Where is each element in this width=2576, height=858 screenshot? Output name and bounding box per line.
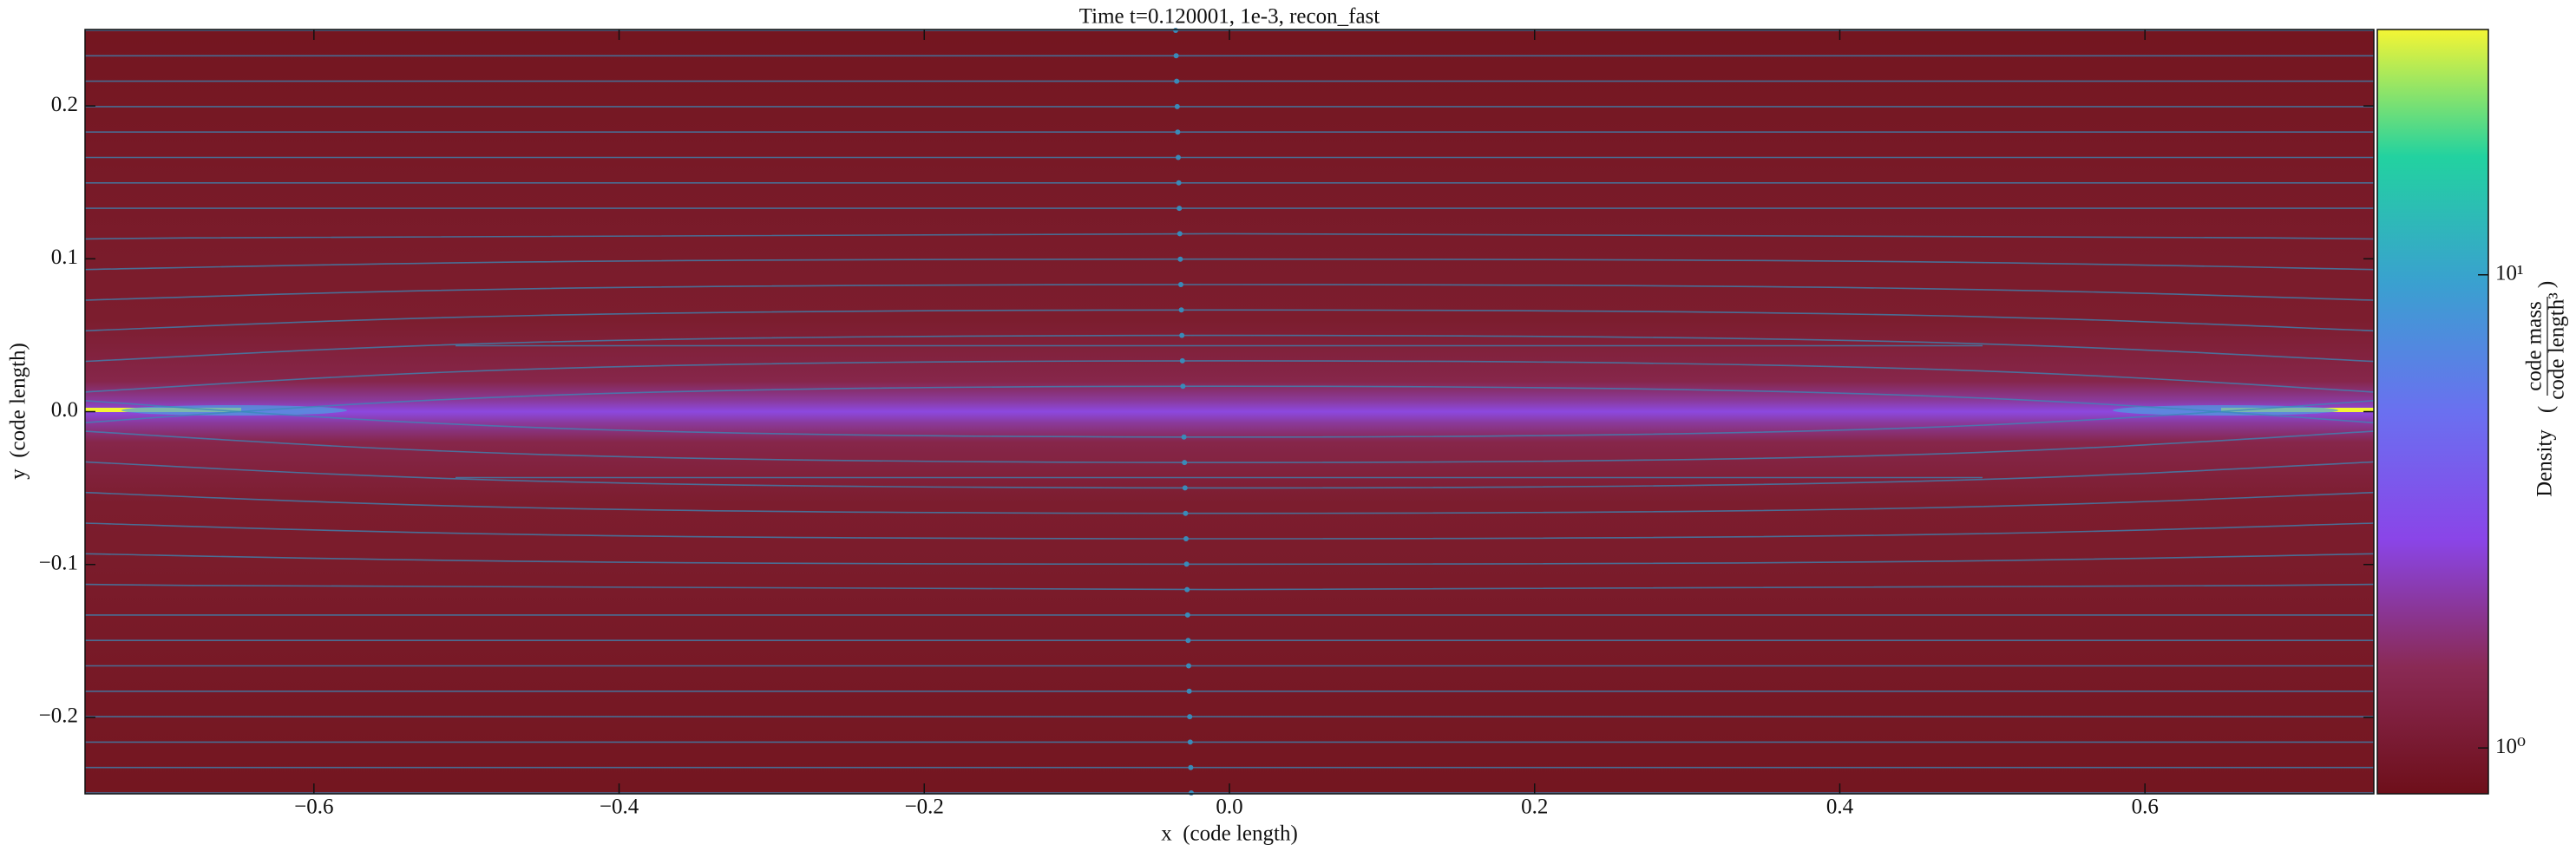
y-axis-label: y (code length) [7,343,30,480]
stream-arrow [1183,561,1190,567]
y-tick-label: −0.1 [39,551,78,574]
stream-arrow [1174,103,1180,109]
streamline [84,522,2375,540]
x-axis-label: x (code length) [1161,822,1298,846]
streamline [84,258,2375,271]
streamline [84,491,2375,514]
stream-arrow [1179,357,1185,364]
streamline [84,284,2375,301]
stream-arrow [1188,764,1194,770]
stream-arrow [1181,434,1187,440]
chart-title: Time t=0.120001, 1e-3, recon_fast [1079,5,1380,29]
streamline [84,553,2375,566]
stream-arrow [1177,231,1183,237]
stream-arrow [1184,586,1190,593]
stream-arrow [1178,307,1184,313]
y-tick-label: −0.2 [39,704,78,728]
stream-arrow [1178,282,1183,287]
x-tick-label: 0.2 [1521,796,1548,819]
stream-arrow [1177,256,1183,262]
stream-arrow [1186,688,1192,694]
stream-arrow [1187,714,1193,720]
stream-arrow [1182,460,1188,466]
stream-arrow [1183,536,1189,541]
colorbar-tick-label: 10¹ [2495,262,2524,285]
x-tick-label: 0.0 [1216,796,1242,819]
y-tick-label: 0.2 [51,93,78,116]
plot-area [84,28,2375,796]
streamline [84,385,2375,423]
stream-arrow [1183,510,1189,516]
stream-arrow [1176,180,1182,186]
streamline [84,360,2375,393]
streamline [84,334,2375,363]
x-tick-label: 0.6 [2132,796,2159,819]
stream-arrow [1176,154,1181,160]
streamline [84,309,2375,332]
unit-denominator: code length³ [2546,292,2569,400]
density-field [85,29,2374,794]
stream-arrow [1186,663,1191,669]
stream-arrow [1189,790,1194,796]
stream-arrow [1184,612,1190,618]
paren: ( [2535,406,2559,413]
x-tick-label: −0.6 [294,796,333,819]
streamline [84,400,2375,438]
streamline [84,461,2375,489]
stream-arrow [1187,739,1193,745]
stream-arrow [1179,332,1185,338]
stream-arrow [1182,485,1188,491]
stream-arrow [1174,78,1180,84]
stream-arrow [1173,28,1178,33]
x-tick-label: −0.4 [600,796,639,819]
stream-arrow [1180,383,1186,390]
y-tick-label: 0.0 [51,398,78,422]
stream-arrow [1177,206,1183,212]
streamline [84,430,2375,463]
x-tick-label: −0.2 [905,796,944,819]
colorbar-title: Density [2533,429,2557,497]
stream-arrow [1175,129,1181,135]
y-tick-label: 0.1 [51,246,78,269]
paren: ) [2535,281,2559,288]
stream-arrow [1185,638,1191,644]
x-tick-label: 0.4 [1826,796,1854,819]
colorbar-label: Density ( code mass code length³ ) [2523,281,2569,497]
stream-arrow [1173,53,1179,59]
colorbar-tick-label: 10⁰ [2495,735,2526,758]
unit-numerator: code mass [2523,301,2547,390]
colorbar [2376,29,2489,795]
